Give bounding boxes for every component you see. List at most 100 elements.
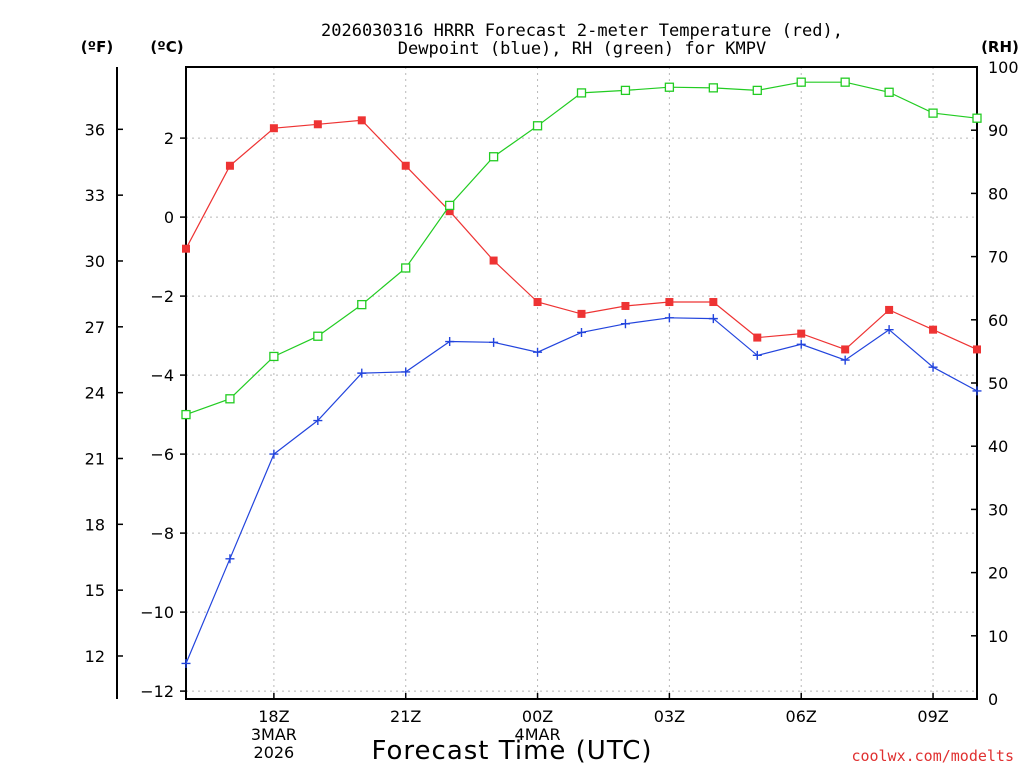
celsius-tick-label: −2 bbox=[150, 287, 174, 306]
celsius-tick-label: −10 bbox=[140, 603, 174, 622]
dewpoint-point bbox=[577, 327, 586, 337]
rh-tick-label: 60 bbox=[988, 311, 1008, 330]
fahrenheit-tick-label: 12 bbox=[85, 647, 105, 666]
dewpoint-point bbox=[445, 337, 455, 347]
temperature-point bbox=[709, 298, 718, 307]
temperature-point bbox=[489, 256, 498, 265]
dewpoint-point bbox=[972, 386, 982, 396]
temperature-point bbox=[841, 345, 850, 354]
rh-point bbox=[225, 394, 235, 404]
rh-tick-label: 50 bbox=[988, 374, 1008, 393]
dewpoint-point bbox=[752, 350, 762, 360]
fahrenheit-tick-label: 30 bbox=[85, 252, 105, 271]
fahrenheit-tick-label: 27 bbox=[85, 318, 105, 337]
fahrenheit-tick-label: 21 bbox=[85, 449, 105, 468]
temperature-point bbox=[225, 161, 234, 170]
rh-tick-label: 20 bbox=[988, 564, 1008, 583]
rh-point bbox=[752, 85, 762, 96]
celsius-tick-label: −8 bbox=[150, 524, 174, 543]
rh-point bbox=[181, 409, 191, 420]
temperature-point bbox=[401, 161, 410, 170]
temperature-point bbox=[182, 244, 190, 253]
series-layer bbox=[181, 77, 982, 668]
rh-point bbox=[313, 331, 323, 341]
celsius-tick-label: 0 bbox=[164, 208, 174, 227]
watermark: coolwx.com/modelts bbox=[851, 747, 1014, 765]
celsius-tick-label: 2 bbox=[164, 129, 174, 148]
rh-tick-label: 10 bbox=[988, 627, 1008, 646]
rh-tick-label: 40 bbox=[988, 437, 1008, 456]
dewpoint-point bbox=[620, 319, 630, 329]
time-tick-label: 2026 bbox=[254, 743, 295, 762]
dewpoint-point bbox=[533, 347, 543, 357]
dewpoint-point bbox=[401, 367, 411, 377]
celsius-tick-label: −4 bbox=[150, 366, 174, 385]
time-tick-label: 03Z bbox=[654, 707, 685, 726]
temperature-point bbox=[973, 345, 981, 354]
celsius-tick-label: −12 bbox=[140, 682, 174, 701]
rh-point bbox=[796, 77, 806, 87]
fahrenheit-tick-label: 18 bbox=[85, 515, 105, 534]
rh-point bbox=[532, 121, 543, 131]
dewpoint-point bbox=[664, 313, 674, 323]
rh-point bbox=[840, 77, 850, 87]
celsius-tick-label: −6 bbox=[150, 445, 174, 464]
temperature-point bbox=[445, 207, 454, 216]
temperature-point bbox=[577, 309, 586, 318]
rh-point bbox=[488, 152, 499, 162]
fahrenheit-tick-label: 24 bbox=[85, 384, 105, 403]
temperature-point bbox=[665, 298, 674, 307]
dewpoint-point bbox=[225, 554, 235, 564]
time-tick-label: 06Z bbox=[786, 707, 817, 726]
temperature-point bbox=[533, 298, 542, 307]
rh-tick-label: 70 bbox=[988, 248, 1008, 267]
dewpoint-point bbox=[840, 355, 850, 365]
rh-point bbox=[445, 200, 455, 211]
chart-title-line-2: Dewpoint (blue), RH (green) for KMPV bbox=[398, 39, 766, 59]
dewpoint-point bbox=[928, 362, 938, 372]
time-tick-label: 00Z bbox=[522, 707, 553, 726]
x-axis-label: Forecast Time (UTC) bbox=[371, 736, 652, 766]
time-tick-label: 21Z bbox=[390, 707, 421, 726]
time-tick-label: 3MAR bbox=[251, 725, 297, 744]
fahrenheit-tick-label: 15 bbox=[85, 581, 105, 600]
fahrenheit-tick-label: 36 bbox=[85, 120, 105, 139]
rh-point bbox=[884, 87, 894, 97]
rh-point bbox=[928, 108, 938, 118]
temperature-point bbox=[357, 116, 366, 125]
rh-tick-label: 100 bbox=[988, 58, 1019, 77]
dewpoint-point bbox=[489, 337, 499, 347]
temperature-point bbox=[929, 325, 938, 334]
dewpoint-point bbox=[269, 449, 279, 459]
rh-point bbox=[620, 85, 631, 96]
rh-point bbox=[269, 351, 279, 362]
temperature-point bbox=[313, 120, 322, 129]
rh-point bbox=[972, 113, 982, 123]
dewpoint-point bbox=[313, 416, 323, 426]
fahrenheit-unit-label: (ºF) bbox=[81, 38, 113, 56]
fahrenheit-axis: 36 33 30 27 24 21 18 15 12 bbox=[85, 120, 123, 666]
rh-tick-label: 0 bbox=[988, 690, 998, 709]
rh-unit-label: (RH) bbox=[981, 38, 1019, 56]
dewpoint-point bbox=[357, 368, 367, 378]
time-tick-label: 4MAR bbox=[515, 725, 561, 744]
rh-point bbox=[708, 83, 718, 93]
rh-tick-label: 90 bbox=[988, 121, 1008, 140]
temperature-point bbox=[621, 301, 630, 310]
temperature-point bbox=[885, 305, 894, 314]
rh-point bbox=[664, 82, 675, 92]
celsius-axis: 2 0 −2 −4 −6 −8 −10 −12 bbox=[140, 129, 186, 701]
temperature-point bbox=[797, 329, 806, 338]
time-tick-label: 18Z bbox=[258, 707, 289, 726]
temperature-point bbox=[753, 333, 762, 342]
dewpoint-point bbox=[181, 658, 191, 668]
rh-tick-label: 80 bbox=[988, 184, 1008, 203]
rh-tick-label: 30 bbox=[988, 500, 1008, 519]
dewpoint-point bbox=[884, 325, 894, 335]
dewpoint-point bbox=[708, 314, 718, 324]
time-tick-label: 09Z bbox=[917, 707, 948, 726]
temperature-point bbox=[269, 124, 278, 133]
